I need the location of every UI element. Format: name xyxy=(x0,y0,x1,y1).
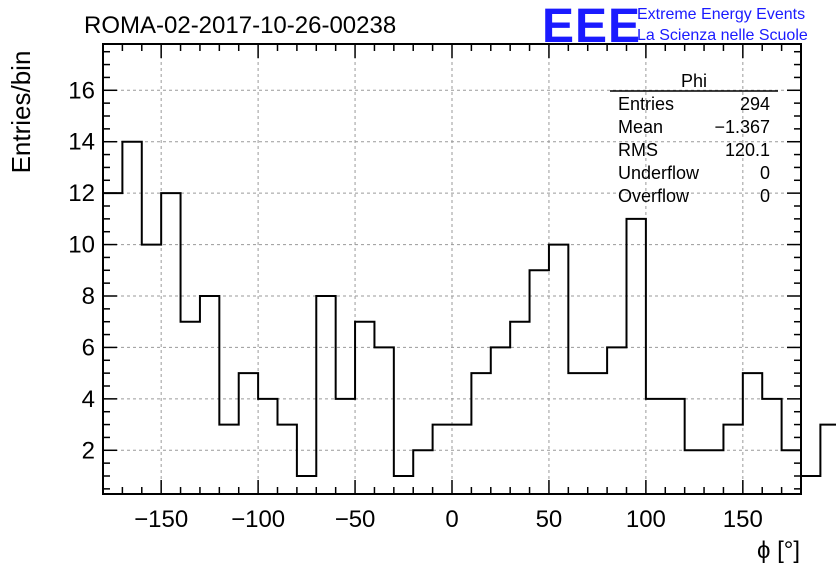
x-tick-label: 100 xyxy=(626,506,666,533)
x-tick-label: 0 xyxy=(445,506,458,533)
y-tick-label: 4 xyxy=(82,386,95,413)
stats-value: 0 xyxy=(760,186,770,206)
stats-label: Overflow xyxy=(618,186,690,206)
stats-box: Phi Entries 294 Mean −1.367 RMS 120.1 Underflo… xyxy=(610,71,778,206)
logo-line-2: La Scienza nelle Scuole xyxy=(637,27,808,44)
y-axis-label: Entries/bin xyxy=(6,51,36,174)
y-tick-label: 2 xyxy=(82,437,95,464)
x-tick-label: −50 xyxy=(335,506,376,533)
stats-rows: Entries 294 Mean −1.367 RMS 120.1 Underflow 0 Ov… xyxy=(618,94,770,206)
grid-lines xyxy=(103,44,801,494)
x-tick-label: 50 xyxy=(536,506,563,533)
stats-value: −1.367 xyxy=(714,117,770,137)
chart-title: ROMA-02-2017-10-26-00238 xyxy=(84,12,396,39)
stats-label: Mean xyxy=(618,117,663,137)
y-tick-label: 10 xyxy=(68,232,95,259)
x-tick-label: −100 xyxy=(231,506,285,533)
stats-label: Entries xyxy=(618,94,674,114)
tick-labels: −150 −100 −50 0 50 100 150 2 4 6 8 10 12 14 16 xyxy=(68,77,763,533)
y-tick-label: 8 xyxy=(82,283,95,310)
stats-value: 294 xyxy=(740,94,770,114)
x-axis-label: ϕ [°] xyxy=(757,537,800,564)
histogram-line xyxy=(103,140,836,477)
stats-title: Phi xyxy=(681,71,707,91)
x-tick-label: 150 xyxy=(723,506,763,533)
x-tick-label: −150 xyxy=(134,506,188,533)
y-tick-label: 16 xyxy=(68,77,95,104)
stats-label: Underflow xyxy=(618,163,700,183)
y-tick-label: 14 xyxy=(68,129,95,156)
stats-label: RMS xyxy=(618,140,658,160)
logo-line-1: Extreme Energy Events xyxy=(637,6,805,23)
eee-logo: EEE Extreme Energy Events La Scienza nel… xyxy=(542,0,808,53)
y-tick-label: 12 xyxy=(68,180,95,207)
axis-ticks xyxy=(102,44,802,494)
stats-value: 120.1 xyxy=(725,140,770,160)
stats-value: 0 xyxy=(760,163,770,183)
y-tick-label: 6 xyxy=(82,334,95,361)
plot-frame xyxy=(102,43,802,495)
